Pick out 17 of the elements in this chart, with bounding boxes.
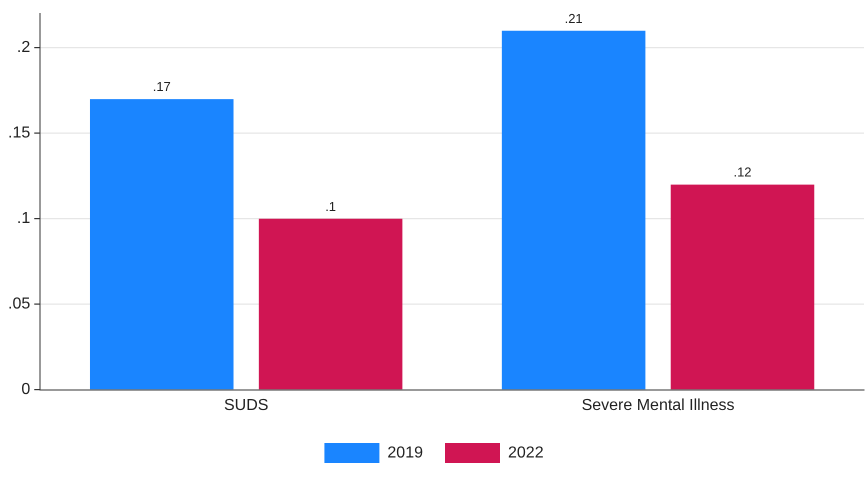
bar xyxy=(502,30,646,390)
data-label: .21 xyxy=(564,10,583,26)
y-tick-label: .05 xyxy=(8,296,30,313)
bar xyxy=(670,184,814,390)
y-tick-label: 0 xyxy=(21,381,30,398)
legend-label: 2022 xyxy=(508,444,544,462)
data-label: .1 xyxy=(325,198,336,214)
bar xyxy=(90,99,234,390)
x-tick-label: SUDS xyxy=(224,396,268,414)
bar xyxy=(258,218,402,390)
legend-label: 2019 xyxy=(387,444,424,462)
y-tick-label: .15 xyxy=(8,124,30,142)
y-tick-label: .2 xyxy=(16,39,30,56)
y-tick-label: .1 xyxy=(16,210,30,228)
x-tick-label: Severe Mental Illness xyxy=(582,396,735,414)
data-label: .12 xyxy=(733,164,752,180)
data-label: .17 xyxy=(152,79,171,94)
